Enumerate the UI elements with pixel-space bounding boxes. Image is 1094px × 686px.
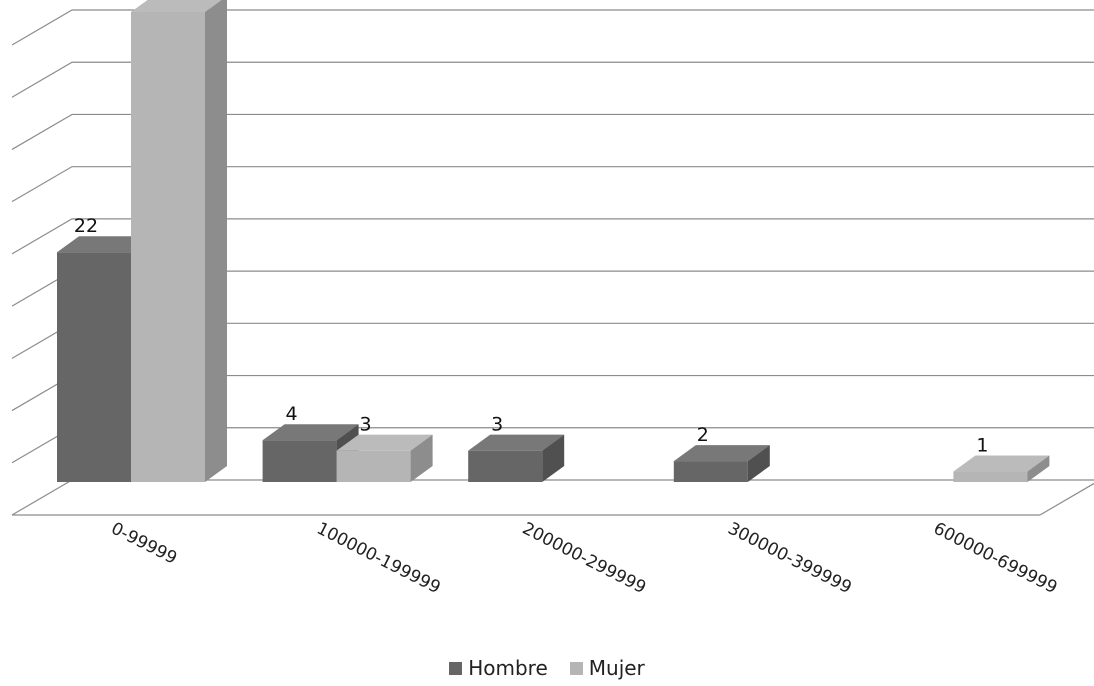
bar-side-face	[747, 445, 770, 482]
bar-front-face	[673, 461, 748, 482]
data-label: 3	[491, 414, 503, 436]
floor-back-edge	[11, 479, 1094, 516]
bar	[468, 434, 565, 482]
legend-item-mujer: Mujer	[569, 656, 645, 680]
bar	[673, 445, 770, 482]
x-tick-label: 300000-399999	[725, 519, 855, 599]
bar-top-face	[953, 455, 1050, 472]
data-label: 1	[976, 435, 988, 457]
x-tick-label: 0-99999	[108, 519, 180, 569]
data-label: 22	[74, 215, 98, 237]
bar-front-face	[468, 450, 543, 482]
gridline	[11, 218, 1094, 255]
bar	[953, 455, 1050, 482]
gridline	[11, 166, 1094, 203]
gridline	[11, 61, 1094, 98]
data-label: 2	[697, 424, 709, 446]
legend-label-mujer: Mujer	[588, 656, 645, 680]
legend-item-hombre: Hombre	[449, 656, 548, 680]
bar-top-face	[673, 445, 770, 462]
bar-top-face	[336, 434, 433, 451]
gridline	[11, 9, 1094, 46]
bar-front-face	[131, 12, 205, 482]
bar-front-face	[57, 252, 131, 482]
chart-plot: 224324531 0-99999100000-199999200000-299…	[11, 0, 1094, 599]
bar-side-face	[410, 434, 433, 482]
bar-front-face	[336, 450, 411, 482]
bar-top-face	[468, 434, 565, 451]
legend-swatch-hombre	[449, 661, 463, 675]
legend-label-hombre: Hombre	[468, 656, 548, 680]
data-label: 4	[286, 403, 298, 425]
data-label: 3	[360, 414, 372, 436]
gridline	[11, 113, 1094, 150]
bar-side-face	[1027, 455, 1050, 482]
x-tick-label: 100000-199999	[313, 519, 443, 599]
floor-right-edge	[1039, 482, 1094, 516]
bar-top-face	[131, 0, 222, 12]
bar	[336, 434, 433, 482]
legend: Hombre Mujer	[0, 656, 1094, 680]
bar-front-face	[262, 440, 337, 482]
legend-swatch-mujer	[569, 661, 583, 675]
bar-side-face	[205, 0, 227, 482]
bar-side-face	[542, 434, 565, 482]
bar-top-face	[57, 236, 153, 253]
x-tick-label: 200000-299999	[519, 519, 649, 599]
bar-top-face	[262, 424, 359, 441]
x-tick-label: 600000-699999	[930, 519, 1060, 599]
bar	[131, 0, 227, 482]
bar-front-face	[953, 471, 1028, 482]
